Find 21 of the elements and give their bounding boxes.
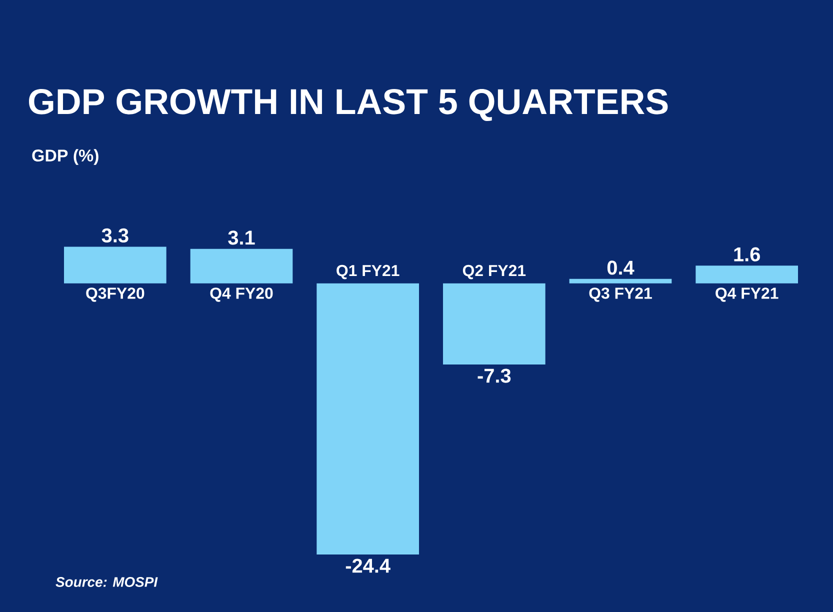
data-label: -7.3	[478, 368, 511, 383]
bar	[64, 246, 166, 284]
x-tick-label: Q1 FY21	[336, 264, 400, 280]
data-label: -24.4	[346, 558, 390, 573]
x-tick-label: Q4 FY20	[210, 288, 273, 302]
bar	[696, 266, 798, 284]
bar	[443, 283, 546, 364]
bar	[569, 278, 672, 284]
data-label: 1.6	[734, 247, 760, 262]
data-label: 0.4	[607, 260, 634, 275]
x-tick-label: Q2 FY21	[462, 264, 526, 280]
source-note: Source: MOSPI	[56, 577, 158, 587]
data-label: 3.3	[102, 228, 128, 243]
x-tick-label: Q3 FY21	[589, 288, 652, 302]
bar	[190, 248, 293, 284]
chart-title: GDP GROWTH IN LAST 5 QUARTERS	[28, 88, 668, 122]
data-label: 3.1	[228, 230, 255, 245]
x-tick-label: Q4 FY21	[716, 288, 778, 302]
x-tick-label: Q3FY20	[86, 288, 144, 302]
y-axis-title: GDP (%)	[32, 149, 98, 165]
bar	[316, 283, 419, 555]
